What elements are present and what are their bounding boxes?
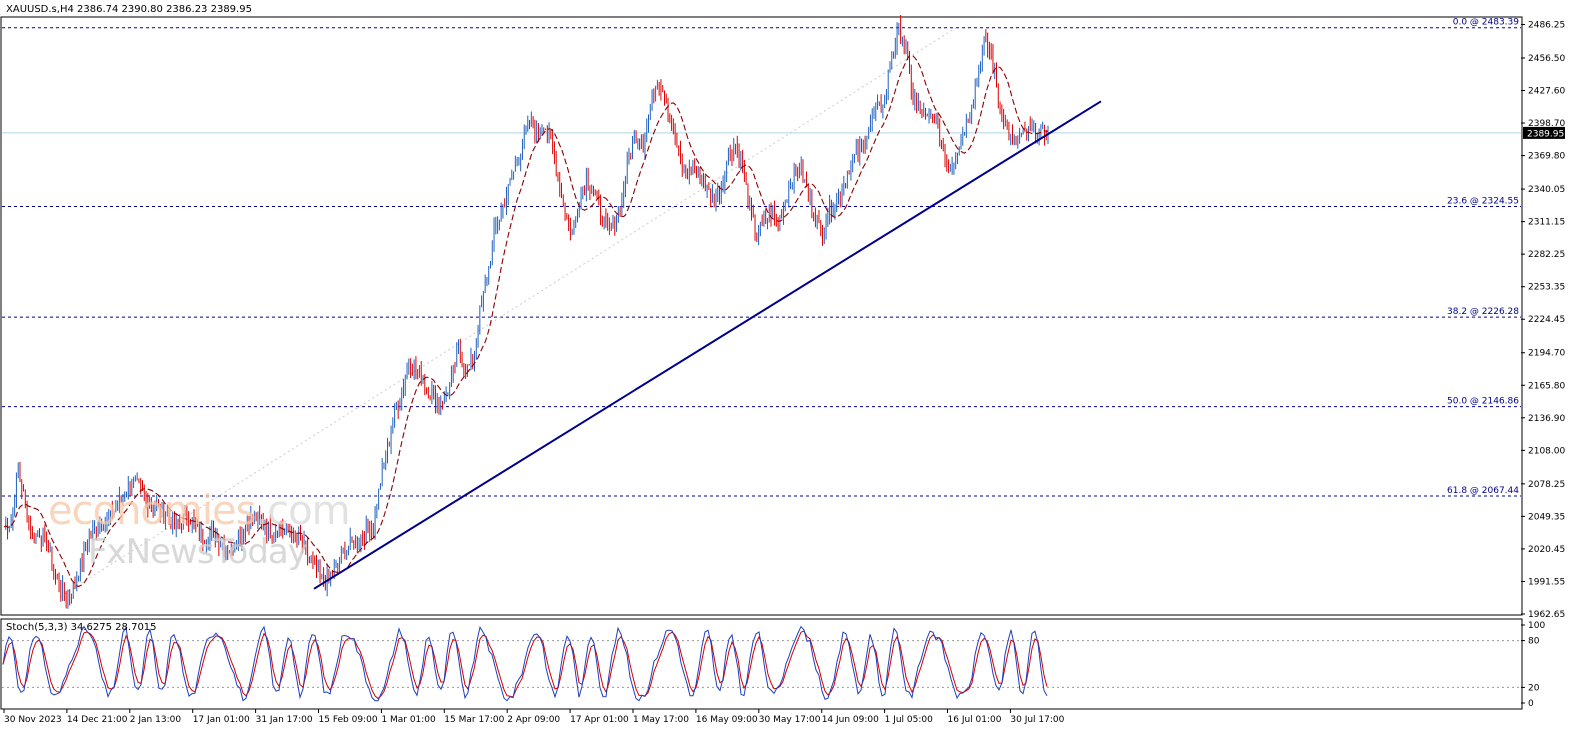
x-tick-label: 1 Jul 05:00 [885,715,934,725]
fib-layer: 0.0 @ 2483.39 23.6 @ 2324.55 38.2 @ 2226.2… [2,18,1521,497]
y-tick-label: 2427.60 [1528,87,1565,97]
fib-level-label: 23.6 @ 2324.55 [1447,197,1519,207]
y-tick-label: 2224.45 [1528,315,1565,325]
x-tick-label: 30 Nov 2023 [4,715,62,725]
x-tick-label: 2 Jan 13:00 [130,715,182,725]
stoch-tick-label: 80 [1528,637,1540,647]
current-price-badge [1523,126,1565,139]
price-axis: 2486.25 2456.50 2427.60 2398.70 2369.80 2340.… [1521,20,1565,620]
y-tick-label: 2340.05 [1528,185,1565,195]
y-tick-label: 1991.55 [1528,577,1565,587]
stoch-main-line [2,625,1048,702]
x-tick-label: 31 Jan 17:00 [256,715,313,725]
y-tick-label: 2194.70 [1528,349,1565,359]
moving-average-layer [3,54,1048,588]
y-tick-label: 2253.35 [1528,283,1565,293]
y-tick-label: 2282.25 [1528,250,1565,260]
trendline [313,100,1102,590]
trendline-layer [313,100,1102,590]
y-tick-label: 2486.25 [1528,20,1565,30]
fib-level-label: 38.2 @ 2226.28 [1447,307,1519,317]
x-tick-label: 2 Apr 09:00 [507,715,560,725]
y-tick-label: 2398.70 [1528,119,1565,129]
x-tick-label: 14 Jun 09:00 [822,715,879,725]
x-tick-label: 30 Jul 17:00 [1010,715,1064,725]
watermark-suffix: .com [255,488,350,534]
moving-average-line [3,54,1048,588]
stoch-tick-label: 100 [1528,621,1545,631]
stoch-tick-label: 0 [1528,699,1534,709]
stochastic-axis: 100 80 20 0 [1521,621,1545,709]
x-tick-label: 16 Jul 01:00 [948,715,1002,725]
y-tick-label: 2049.35 [1528,512,1565,522]
stochastic-header: Stoch(5,3,3) 34.6275 28.7015 [6,622,157,633]
x-tick-label: 30 May 17:00 [759,715,821,725]
y-tick-label: 2369.80 [1528,152,1565,162]
fib-level-label: 0.0 @ 2483.39 [1453,18,1520,28]
watermark-logo: economies.com [48,488,351,534]
stochastic-layer [2,625,1521,702]
y-tick-label: 1962.65 [1528,610,1565,620]
y-tick-label: 2136.90 [1528,414,1565,424]
fib-level-label: 61.8 @ 2067.44 [1447,486,1519,496]
current-price-label: 2389.95 [1527,129,1564,139]
y-tick-label: 2108.00 [1528,446,1565,456]
y-tick-label: 2311.15 [1528,218,1565,228]
watermark-subtitle: FxNewsToday [88,532,308,572]
y-tick-label: 2078.25 [1528,480,1565,490]
x-tick-label: 1 May 17:00 [633,715,689,725]
x-tick-label: 15 Feb 09:00 [319,715,378,725]
x-tick-label: 15 Mar 17:00 [444,715,504,725]
stoch-pane-frame [0,618,1523,710]
watermark-prefix: economies [48,488,256,534]
x-tick-label: 17 Jan 01:00 [193,715,250,725]
y-tick-label: 2165.80 [1528,381,1565,391]
y-tick-label: 2020.45 [1528,545,1565,555]
fib-level-label: 50.0 @ 2146.86 [1447,397,1519,407]
time-axis: 30 Nov 2023 14 Dec 21:00 2 Jan 13:00 17 Jan… [3,709,1065,725]
candles-layer [5,15,1049,609]
fib-fan-line [59,27,957,598]
symbol-header: XAUUSD.s,H4 2386.74 2390.80 2386.23 2389… [6,4,252,15]
stoch-tick-label: 20 [1528,683,1540,693]
y-tick-label: 2456.50 [1528,54,1565,64]
x-tick-label: 16 May 09:00 [696,715,758,725]
fib-fan-dotted [59,27,957,598]
x-tick-label: 14 Dec 21:00 [67,715,128,725]
x-tick-label: 17 Apr 01:00 [570,715,629,725]
x-tick-label: 1 Mar 01:00 [381,715,436,725]
